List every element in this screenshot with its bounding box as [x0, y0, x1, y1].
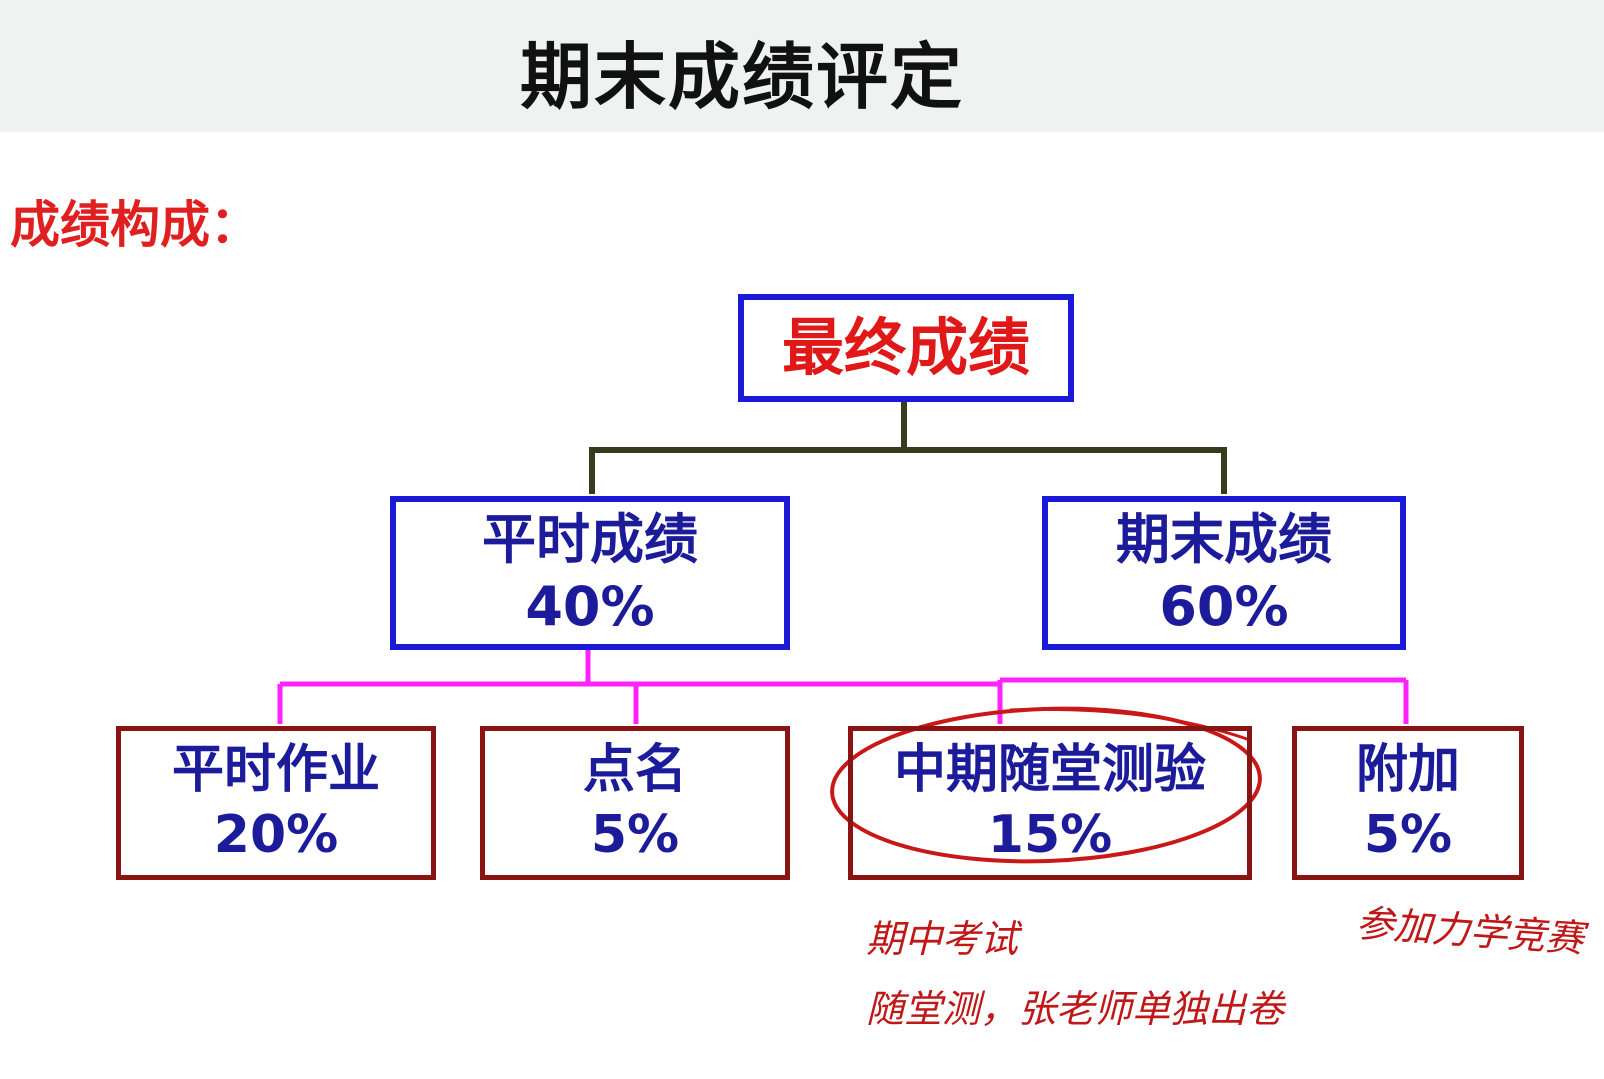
midterm-quiz-box: 中期随堂测验 15% [848, 726, 1252, 880]
title-bar [0, 0, 1604, 132]
section-label: 成绩构成： [10, 196, 260, 254]
extra-box: 附加 5% [1292, 726, 1524, 880]
note-midterm-exam: 期中考试 [866, 917, 1019, 961]
homework-label: 平时作业 [171, 740, 380, 800]
regular-grade-label: 平时成绩 [482, 507, 698, 571]
handdrawn-circle-tail [1009, 707, 1251, 742]
connector-root-to-level1 [589, 398, 907, 494]
note-quiz-detail: 随堂测，张老师单独出卷 [866, 987, 1285, 1031]
rollcall-label: 点名 [582, 740, 687, 800]
homework-percent: 20% [213, 805, 339, 865]
page-title: 期末成绩评定 [520, 35, 965, 119]
extra-percent: 5% [1363, 805, 1453, 865]
midterm-quiz-percent: 15% [987, 805, 1113, 865]
rollcall-percent: 5% [590, 805, 680, 865]
final-grade-label: 最终成绩 [781, 311, 1030, 385]
regular-grade-percent: 40% [525, 575, 655, 638]
regular-grade-box: 平时成绩 40% [390, 496, 790, 650]
final-exam-box: 期末成绩 60% [1042, 496, 1406, 650]
connector-root-to-level1-right [904, 447, 1227, 494]
final-exam-label: 期末成绩 [1116, 507, 1332, 571]
final-grade-box: 最终成绩 [738, 294, 1074, 402]
extra-label: 附加 [1355, 740, 1460, 800]
final-exam-percent: 60% [1159, 575, 1289, 638]
homework-box: 平时作业 20% [116, 726, 436, 880]
midterm-quiz-label: 中期随堂测验 [893, 740, 1206, 800]
rollcall-box: 点名 5% [480, 726, 790, 880]
